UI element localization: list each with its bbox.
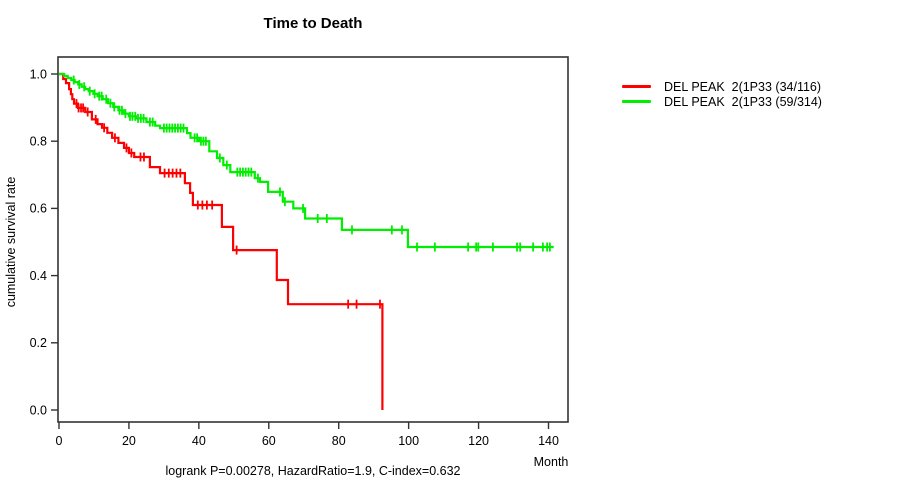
legend-item-green: DEL PEAK 2(1P33 (59/314) bbox=[622, 94, 822, 109]
survival-curve-green bbox=[59, 72, 554, 249]
legend-label-green: DEL PEAK 2(1P33 (59/314) bbox=[664, 94, 822, 109]
survival-curve-red bbox=[59, 72, 384, 410]
legend-label-red: DEL PEAK 2(1P33 (34/116) bbox=[664, 79, 822, 94]
y-tick-label: 1.0 bbox=[30, 67, 47, 81]
stats-annotation: logrank P=0.00278, HazardRatio=1.9, C-in… bbox=[165, 464, 461, 478]
x-tick-label: 20 bbox=[122, 434, 136, 448]
x-tick-label: 100 bbox=[398, 434, 419, 448]
x-axis-label: Month bbox=[533, 455, 569, 469]
y-tick-label: 0.2 bbox=[30, 336, 47, 350]
chart-title: Time to Death bbox=[263, 15, 363, 32]
x-tick-label: 120 bbox=[468, 434, 489, 448]
legend: DEL PEAK 2(1P33 (34/116) DEL PEAK 2(1P33… bbox=[622, 79, 822, 109]
x-tick-label: 60 bbox=[262, 434, 276, 448]
x-tick-label: 0 bbox=[56, 434, 63, 448]
y-tick-label: 0.0 bbox=[30, 403, 47, 417]
x-tick-label: 40 bbox=[192, 434, 206, 448]
plot-frame bbox=[57, 56, 569, 423]
y-tick-label: 0.6 bbox=[30, 202, 47, 216]
x-tick-label: 140 bbox=[538, 434, 559, 448]
y-tick-label: 0.8 bbox=[30, 135, 47, 149]
x-tick-label: 80 bbox=[332, 434, 346, 448]
red-line-swatch bbox=[622, 85, 651, 88]
y-axis-label: cumulative survival rate bbox=[4, 176, 18, 308]
y-tick-label: 0.4 bbox=[30, 269, 47, 283]
green-line-swatch bbox=[622, 100, 651, 103]
legend-item-red: DEL PEAK 2(1P33 (34/116) bbox=[622, 79, 822, 94]
